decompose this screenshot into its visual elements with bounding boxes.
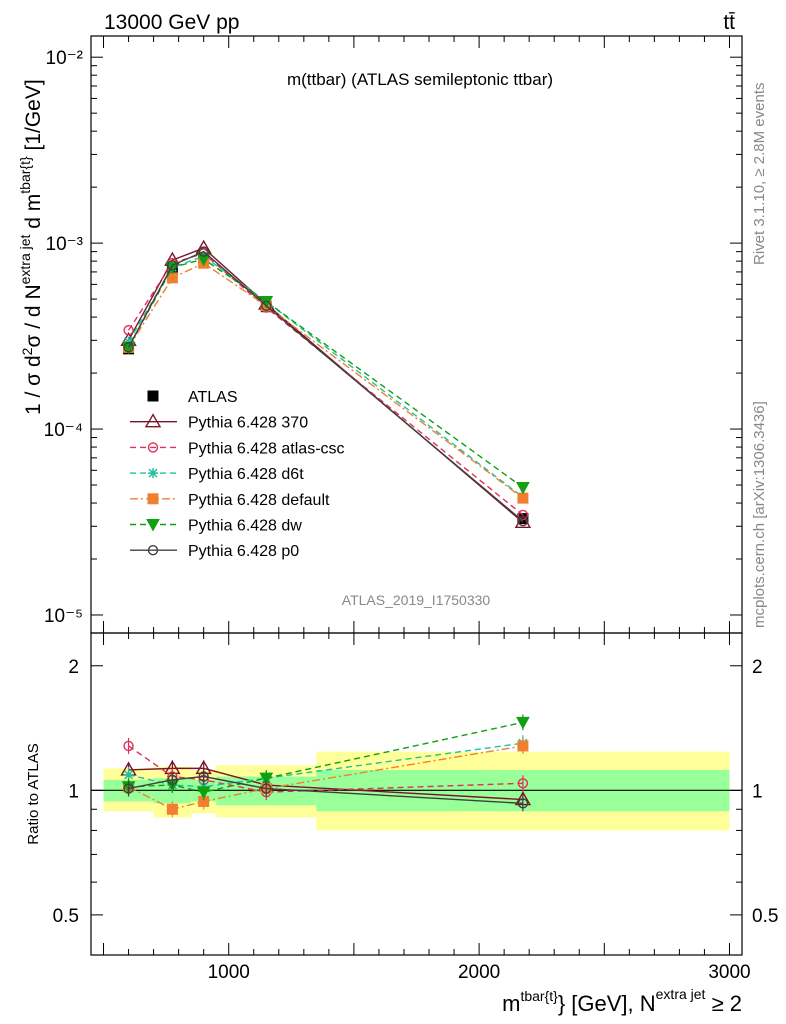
ratio-data-point xyxy=(516,716,530,730)
main-series-0 xyxy=(123,252,529,525)
x-tick-label: 3000 xyxy=(708,962,750,983)
ratio-data-point xyxy=(259,772,274,786)
ratio-axis-ticks: 0.5 0.5 1 1 2 2 1000 2000 3000 xyxy=(53,633,778,983)
main-series-2 xyxy=(123,248,529,521)
main-data-point xyxy=(517,515,529,527)
mcplots-label: mcplots.cern.ch [arXiv:1306.3436] xyxy=(751,401,768,628)
legend-label: ATLAS xyxy=(188,389,238,406)
main-data-point xyxy=(517,492,529,504)
legend-entry: Pythia 6.428 default xyxy=(130,492,330,509)
ratio-y-tick-label: 0.5 xyxy=(53,906,79,927)
legend-entry: Pythia 6.428 dw xyxy=(130,518,302,535)
main-y-axis-label: 1 / σ d2σ / d Nextra jet d mtbar{t} [1/G… xyxy=(17,79,45,415)
legend-marker xyxy=(147,493,159,505)
main-y-tick-label: 10⁻² xyxy=(46,48,84,69)
legend-entry: Pythia 6.428 atlas-csc xyxy=(130,440,345,457)
ratio-data-point xyxy=(166,803,178,815)
ratio-data-point xyxy=(123,740,134,752)
legend-marker xyxy=(144,413,162,428)
main-y-tick-label: 10⁻⁴ xyxy=(44,420,83,441)
x-tick-label: 2000 xyxy=(458,962,500,983)
ratio-uncertainty-bands xyxy=(103,751,730,831)
main-series-3 xyxy=(123,251,528,503)
ratio-y-tick-label: 2 xyxy=(68,657,79,678)
legend-label: Pythia 6.428 default xyxy=(188,492,330,509)
main-series-group xyxy=(120,239,532,529)
x-tick-label: 1000 xyxy=(208,962,250,983)
ratio-data-point xyxy=(167,774,178,786)
legend-label: Pythia 6.428 atlas-csc xyxy=(188,440,345,457)
ratio-plot-frame xyxy=(90,632,743,956)
x-axis-label: mtbar{t}} [GeV], Nextra jet ≥ 2 xyxy=(502,986,742,1016)
legend-marker xyxy=(148,468,158,479)
main-data-point xyxy=(165,261,180,275)
ratio-series-line xyxy=(128,742,524,788)
ratio-data-point xyxy=(123,769,134,780)
main-series-1 xyxy=(120,239,532,529)
ratio-data-point xyxy=(517,778,529,789)
main-data-point xyxy=(123,342,134,353)
legend-entry: ATLAS xyxy=(147,389,238,406)
ratio-series-5 xyxy=(123,768,529,812)
ratio-plot-panel: 0.5 0.5 1 1 2 2 1000 2000 3000 Ratio to ATLAS xyxy=(25,632,778,983)
main-series-line xyxy=(127,255,524,498)
main-data-point xyxy=(514,513,532,529)
main-data-point xyxy=(123,325,134,336)
main-data-point xyxy=(261,300,272,312)
legend-label: Pythia 6.428 370 xyxy=(188,415,308,432)
legend-label: Pythia 6.428 d6t xyxy=(188,466,304,483)
ratio-data-point xyxy=(196,786,211,800)
ratio-y-axis-label: Ratio to ATLAS xyxy=(25,743,42,844)
main-series-4 xyxy=(123,257,529,504)
main-series-line xyxy=(127,250,524,522)
ratio-y-tick-label: 0.5 xyxy=(752,906,778,927)
legend-marker xyxy=(147,442,159,453)
legend-entry: Pythia 6.428 370 xyxy=(130,413,308,432)
main-data-point xyxy=(196,253,211,267)
legend-entry: Pythia 6.428 d6t xyxy=(130,466,304,483)
ratio-y-tick-label: 2 xyxy=(752,657,763,678)
main-data-point xyxy=(516,481,530,495)
analysis-watermark: ATLAS_2019_I1750330 xyxy=(342,592,491,608)
ratio-y-tick-label: 1 xyxy=(68,781,79,802)
main-y-tick-label: 10⁻³ xyxy=(46,234,84,255)
rivet-version-label: Rivet 3.1.10, ≥ 2.8M events xyxy=(751,83,768,266)
main-series-line xyxy=(127,262,524,499)
main-data-point xyxy=(167,260,178,271)
main-series-6 xyxy=(123,246,529,527)
ratio-data-point xyxy=(261,783,272,794)
ratio-data-point xyxy=(123,783,134,794)
ratio-data-point xyxy=(517,740,529,752)
main-plot-panel: 10⁻⁵ 10⁻⁴ 10⁻³ 10⁻² m(ttbar) (ATLAS semilep… xyxy=(44,35,743,634)
main-axis-ticks: 10⁻⁵ 10⁻⁴ 10⁻³ 10⁻² xyxy=(44,36,742,633)
main-data-point xyxy=(517,509,529,521)
legend-marker xyxy=(147,545,159,556)
main-y-tick-label: 10⁻⁵ xyxy=(44,606,83,627)
main-data-point xyxy=(198,246,209,257)
legend-entry: Pythia 6.428 p0 xyxy=(130,543,299,560)
ratio-data-point xyxy=(198,771,209,782)
header-right-label: tt̄ xyxy=(723,11,735,34)
ratio-y-tick-label: 1 xyxy=(752,781,763,802)
ratio-series-group xyxy=(120,714,532,818)
legend-label: Pythia 6.428 p0 xyxy=(188,543,299,560)
legend-label: Pythia 6.428 dw xyxy=(188,518,302,535)
main-data-point xyxy=(123,336,134,347)
main-plot-title: m(ttbar) (ATLAS semileptonic ttbar) xyxy=(287,70,553,89)
header-left-label: 13000 GeV pp xyxy=(104,11,239,34)
legend: ATLAS Pythia 6.428 370 Pythia 6.428 atlas-… xyxy=(130,389,345,560)
ratio-data-point xyxy=(517,798,529,809)
legend-marker xyxy=(146,519,160,532)
legend-marker xyxy=(147,390,159,402)
